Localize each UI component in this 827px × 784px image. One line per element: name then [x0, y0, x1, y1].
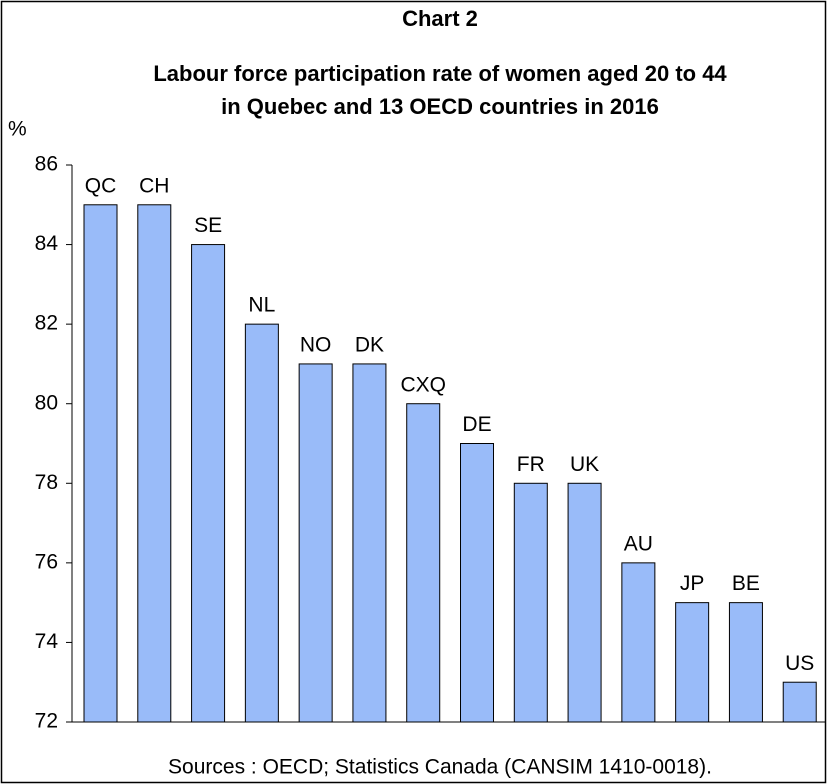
bar-label: CH: [139, 174, 169, 197]
bar: [298, 363, 333, 723]
y-tick-label: 78: [35, 471, 58, 494]
y-tick-label: 80: [35, 391, 58, 414]
source-note: Sources : OECD; Statistics Canada (CANSI…: [168, 756, 712, 779]
bar: [352, 363, 387, 723]
chart-subtitle: in Quebec and 13 OECD countries in 2016: [221, 94, 659, 119]
bar-label: AU: [624, 532, 653, 555]
y-tick-label: 84: [35, 232, 59, 255]
y-axis-label: %: [8, 118, 27, 141]
bar: [621, 562, 656, 723]
y-tick-label: 86: [35, 153, 58, 176]
bar: [567, 482, 602, 723]
bar-label: SE: [194, 214, 222, 237]
bar: [782, 681, 817, 723]
bar-label: FR: [517, 453, 545, 476]
bar-label: CXQ: [400, 373, 446, 396]
bar: [406, 403, 441, 723]
bar: [191, 244, 226, 723]
y-tick-label: 76: [35, 550, 58, 573]
chart-subtitle: Labour force participation rate of women…: [153, 61, 727, 86]
y-tick-label: 82: [35, 312, 58, 335]
y-tick-label: 74: [35, 630, 59, 653]
bar: [728, 602, 763, 723]
bar-label: US: [785, 652, 814, 675]
bar-label: NO: [300, 333, 332, 356]
bar: [675, 602, 710, 723]
bar: [513, 482, 548, 723]
bar-label: UK: [570, 453, 599, 476]
bar-label: DE: [462, 413, 491, 436]
y-tick-label: 72: [35, 710, 58, 733]
bar-label: DK: [355, 333, 384, 356]
bar-label: BE: [732, 572, 760, 595]
bar-label: JP: [680, 572, 705, 595]
chart-title: Chart 2: [402, 6, 478, 31]
bar: [244, 323, 279, 723]
bar-label: NL: [248, 294, 275, 317]
bar: [83, 204, 118, 723]
bar: [137, 204, 172, 723]
bar: [460, 443, 495, 723]
bar-label: QC: [85, 174, 117, 197]
